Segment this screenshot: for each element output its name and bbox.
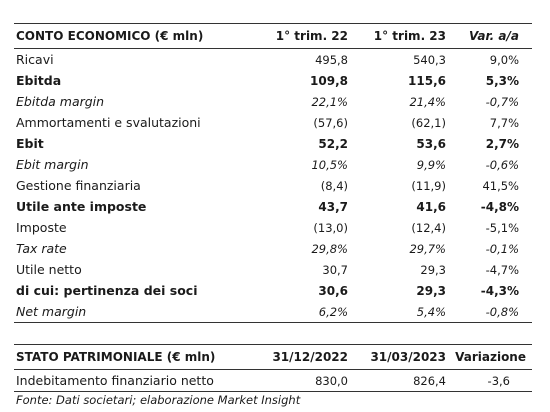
row-label: Imposte bbox=[16, 220, 67, 235]
row-value-col1: 6,2% bbox=[318, 304, 348, 319]
balance-header-row: STATO PATRIMONIALE (€ mln) 31/12/2022 31… bbox=[14, 344, 532, 370]
table-row: Ebit 52,2 53,6 2,7% bbox=[14, 133, 532, 154]
row-value-col3: -3,6 bbox=[487, 373, 510, 388]
source-note: Fonte: Dati societari; elaborazione Mark… bbox=[16, 393, 301, 407]
row-value-col2: 115,6 bbox=[408, 73, 446, 88]
row-value-col1: 30,7 bbox=[322, 262, 348, 277]
income-header-row: CONTO ECONOMICO (€ mln) 1° trim. 22 1° t… bbox=[14, 23, 532, 49]
balance-header-title: STATO PATRIMONIALE (€ mln) bbox=[16, 350, 216, 364]
row-label: Ebitda margin bbox=[16, 94, 105, 109]
row-label: Ammortamenti e svalutazioni bbox=[16, 115, 201, 130]
row-value-col3: 9,0% bbox=[489, 52, 519, 67]
row-value-col3: -0,8% bbox=[485, 304, 519, 319]
row-value-col2: (62,1) bbox=[411, 115, 446, 130]
row-label: Utile ante imposte bbox=[16, 199, 147, 214]
row-value-col1: 22,1% bbox=[311, 94, 348, 109]
row-label: Gestione finanziaria bbox=[16, 178, 141, 193]
row-value-col1: (13,0) bbox=[313, 220, 348, 235]
row-label: di cui: pertinenza dei soci bbox=[16, 283, 198, 298]
row-value-col3: -0,7% bbox=[485, 94, 519, 109]
balance-sheet-table: STATO PATRIMONIALE (€ mln) 31/12/2022 31… bbox=[14, 344, 532, 392]
balance-header-col2: 31/03/2023 bbox=[370, 350, 446, 364]
row-value-col2: 9,9% bbox=[416, 157, 446, 172]
income-header-col2: 1° trim. 23 bbox=[373, 29, 446, 43]
table-row: Utile ante imposte 43,7 41,6 -4,8% bbox=[14, 196, 532, 217]
row-value-col3: 2,7% bbox=[485, 136, 519, 151]
row-value-col2: 29,3 bbox=[420, 262, 446, 277]
row-value-col1: 52,2 bbox=[318, 136, 348, 151]
table-row: Tax rate 29,8% 29,7% -0,1% bbox=[14, 238, 532, 259]
row-label: Indebitamento finanziario netto bbox=[16, 373, 214, 388]
row-value-col1: 495,8 bbox=[315, 52, 348, 67]
row-value-col1: 30,6 bbox=[318, 283, 348, 298]
row-label: Ebitda bbox=[16, 73, 62, 88]
row-value-col2: 826,4 bbox=[413, 373, 446, 388]
income-rows: Ricavi 495,8 540,3 9,0% Ebitda 109,8 115,6 5,3%… bbox=[14, 49, 532, 323]
row-value-col1: 10,5% bbox=[311, 157, 348, 172]
row-label: Ebit bbox=[16, 136, 44, 151]
balance-header-col1: 31/12/2022 bbox=[272, 350, 348, 364]
row-value-col3: 5,3% bbox=[485, 73, 519, 88]
row-value-col3: -5,1% bbox=[485, 220, 519, 235]
row-label: Utile netto bbox=[16, 262, 82, 277]
row-value-col2: (11,9) bbox=[411, 178, 446, 193]
row-value-col1: (57,6) bbox=[313, 115, 348, 130]
row-value-col2: 540,3 bbox=[413, 52, 446, 67]
row-value-col2: 41,6 bbox=[416, 199, 446, 214]
row-value-col3: -4,7% bbox=[485, 262, 519, 277]
table-row: Indebitamento finanziario netto 830,0 826,… bbox=[14, 370, 532, 392]
row-value-col2: 5,4% bbox=[416, 304, 446, 319]
row-value-col3: 7,7% bbox=[489, 115, 519, 130]
table-row: Utile netto 30,7 29,3 -4,7% bbox=[14, 259, 532, 280]
row-value-col1: (8,4) bbox=[320, 178, 348, 193]
balance-rows: Indebitamento finanziario netto 830,0 826,… bbox=[14, 370, 532, 392]
row-value-col3: -0,6% bbox=[485, 157, 519, 172]
table-row: di cui: pertinenza dei soci 30,6 29,3 -4,3% bbox=[14, 280, 532, 301]
balance-header-col3: Variazione bbox=[455, 350, 526, 364]
row-label: Ricavi bbox=[16, 52, 54, 67]
row-value-col1: 43,7 bbox=[318, 199, 348, 214]
row-value-col1: 109,8 bbox=[310, 73, 348, 88]
income-header-col3: Var. a/a bbox=[469, 29, 519, 43]
row-value-col1: 830,0 bbox=[315, 373, 348, 388]
row-value-col3: -4,3% bbox=[480, 283, 519, 298]
table-row: Ammortamenti e svalutazioni (57,6) (62,1) 7… bbox=[14, 112, 532, 133]
row-value-col1: 29,8% bbox=[311, 241, 348, 256]
income-header-col1: 1° trim. 22 bbox=[275, 29, 348, 43]
table-row: Net margin 6,2% 5,4% -0,8% bbox=[14, 301, 532, 323]
income-statement-table: CONTO ECONOMICO (€ mln) 1° trim. 22 1° t… bbox=[14, 23, 532, 323]
table-row: Gestione finanziaria (8,4) (11,9) 41,5% bbox=[14, 175, 532, 196]
row-value-col2: 21,4% bbox=[409, 94, 446, 109]
row-value-col3: 41,5% bbox=[482, 178, 519, 193]
table-row: Ricavi 495,8 540,3 9,0% bbox=[14, 49, 532, 70]
row-label: Net margin bbox=[16, 304, 87, 319]
row-label: Tax rate bbox=[16, 241, 67, 256]
table-row: Imposte (13,0) (12,4) -5,1% bbox=[14, 217, 532, 238]
row-value-col2: 53,6 bbox=[416, 136, 446, 151]
row-value-col2: (12,4) bbox=[411, 220, 446, 235]
row-value-col2: 29,3 bbox=[416, 283, 446, 298]
table-row: Ebit margin 10,5% 9,9% -0,6% bbox=[14, 154, 532, 175]
income-header-title: CONTO ECONOMICO (€ mln) bbox=[16, 29, 204, 43]
row-value-col3: -0,1% bbox=[485, 241, 519, 256]
row-label: Ebit margin bbox=[16, 157, 89, 172]
table-row: Ebitda 109,8 115,6 5,3% bbox=[14, 70, 532, 91]
row-value-col3: -4,8% bbox=[480, 199, 519, 214]
row-value-col2: 29,7% bbox=[409, 241, 446, 256]
table-row: Ebitda margin 22,1% 21,4% -0,7% bbox=[14, 91, 532, 112]
